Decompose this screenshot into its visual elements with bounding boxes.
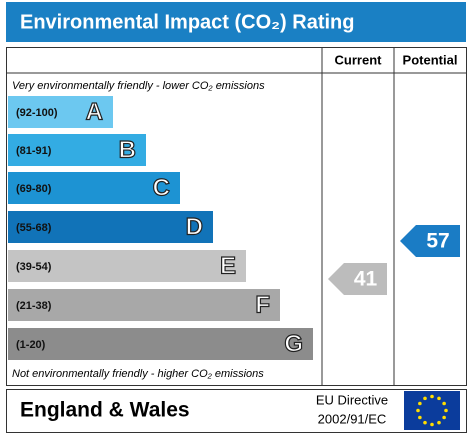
band-letter: E — [220, 252, 236, 279]
table-frame — [6, 47, 467, 386]
eu-star — [418, 401, 422, 406]
band-range: (39-54) — [16, 261, 52, 273]
band-bar — [8, 96, 113, 128]
band-letter: C — [153, 174, 170, 201]
title: Environmental Impact (CO₂) Rating — [20, 11, 354, 33]
eu-star — [430, 422, 434, 427]
current-arrow — [328, 263, 387, 295]
eu-stars — [416, 394, 448, 427]
bottom-note: Not environmentally friendly - higher CO… — [12, 368, 264, 380]
directive: 2002/91/EC — [318, 411, 387, 426]
band-range: (21-38) — [16, 300, 52, 312]
eu-star — [442, 415, 446, 420]
footer-frame — [6, 389, 467, 433]
potential-arrow — [400, 225, 460, 257]
band-letter: F — [255, 291, 270, 318]
eu-star — [430, 394, 434, 399]
eu-star — [418, 415, 422, 420]
band-range: (55-68) — [16, 222, 52, 234]
title-bar — [6, 2, 466, 42]
potential-header: Potential — [403, 52, 458, 67]
eu-star — [437, 396, 441, 401]
eu-star — [442, 401, 446, 406]
band-bar — [8, 134, 146, 166]
eu-star — [423, 420, 427, 425]
band-range: (92-100) — [16, 107, 58, 119]
band-letter: D — [186, 213, 203, 240]
band-letter: G — [284, 330, 303, 357]
potential-value: 57 — [426, 230, 449, 253]
band-range: (1-20) — [16, 339, 46, 351]
eu-star — [416, 408, 420, 413]
band-bar — [8, 172, 180, 204]
directive: EU Directive — [316, 392, 388, 407]
eu-star — [437, 420, 441, 425]
band-bar — [8, 328, 313, 360]
band-bar — [8, 289, 280, 321]
eu-star — [423, 396, 427, 401]
current-value: 41 — [354, 268, 378, 291]
band-range: (81-91) — [16, 145, 52, 157]
band-range: (69-80) — [16, 183, 52, 195]
top-note: Very environmentally friendly - lower CO… — [12, 80, 265, 92]
band-bar — [8, 250, 246, 282]
current-header: Current — [335, 52, 383, 67]
band-bar — [8, 211, 213, 243]
region: England & Wales — [20, 399, 190, 422]
eu-star — [444, 408, 448, 413]
band-letter: A — [86, 98, 103, 125]
band-letter: B — [119, 136, 136, 163]
